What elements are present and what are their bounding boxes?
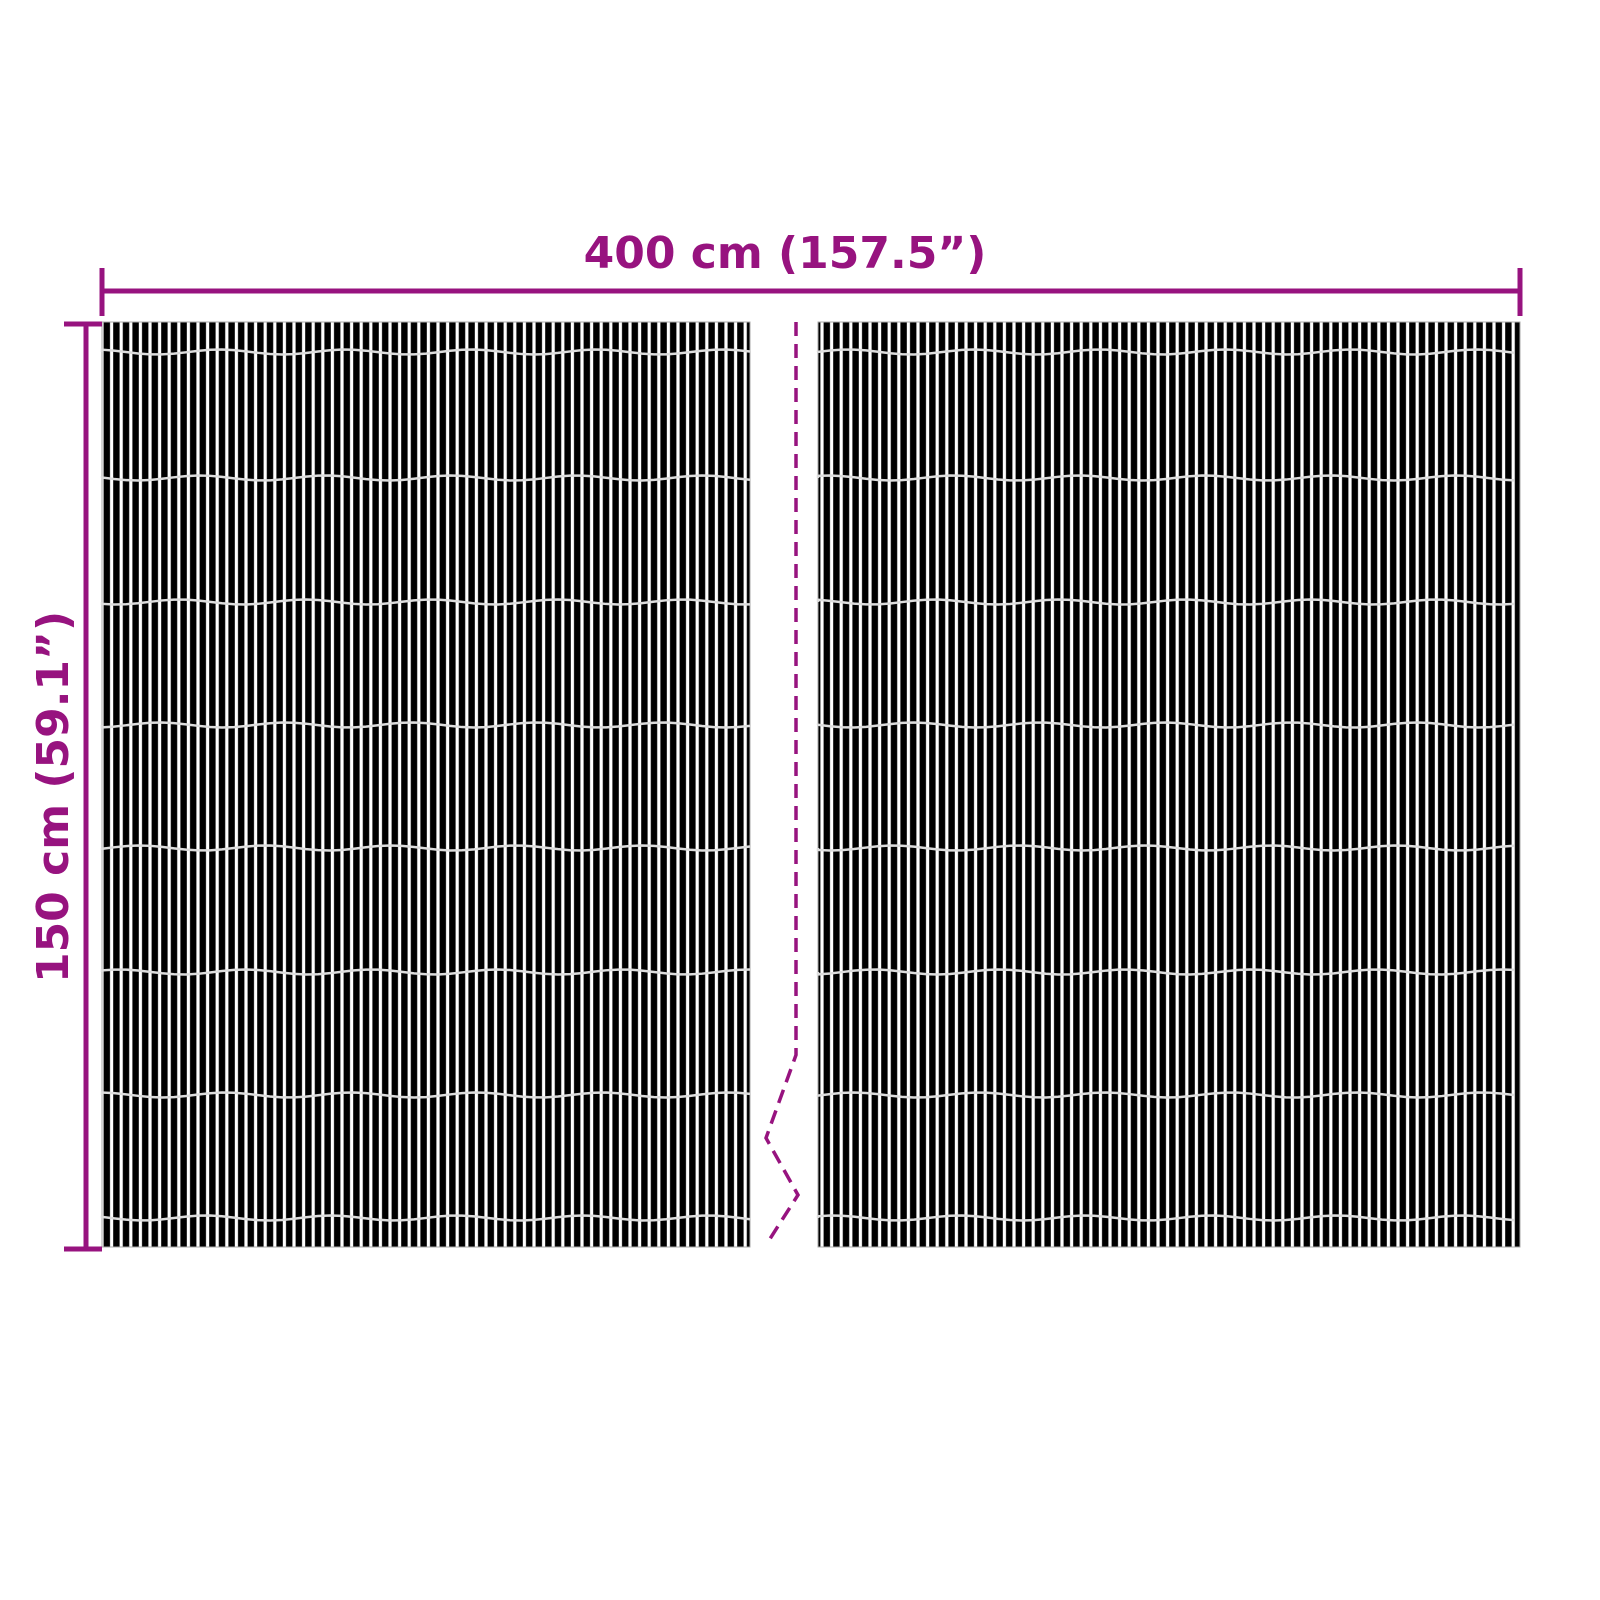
tie-wire bbox=[816, 348, 1515, 356]
tie-wire bbox=[100, 844, 751, 852]
tie-wire bbox=[100, 474, 751, 482]
right-screen-panel bbox=[816, 321, 1521, 1248]
tie-wire bbox=[816, 598, 1515, 606]
width-label: 400 cm (157.5”) bbox=[584, 228, 987, 279]
tie-wire bbox=[100, 1091, 751, 1099]
tie-wire bbox=[100, 1214, 751, 1222]
tie-wire bbox=[816, 1091, 1515, 1099]
tie-wire bbox=[816, 844, 1515, 852]
width-dimension-line bbox=[99, 268, 1523, 316]
tie-wire bbox=[100, 721, 751, 729]
tie-wire bbox=[100, 968, 751, 976]
tie-wire bbox=[100, 348, 751, 356]
tie-wire bbox=[816, 721, 1515, 729]
tie-wire bbox=[816, 1214, 1515, 1222]
height-label: 150 cm (59.1”) bbox=[28, 611, 79, 983]
tie-wire bbox=[100, 598, 751, 606]
left-screen-panel bbox=[100, 321, 751, 1248]
tie-wire bbox=[816, 968, 1515, 976]
tie-wire bbox=[816, 474, 1515, 482]
height-dimension-line bbox=[64, 321, 102, 1252]
panel-split-dashed-line bbox=[764, 322, 801, 1246]
